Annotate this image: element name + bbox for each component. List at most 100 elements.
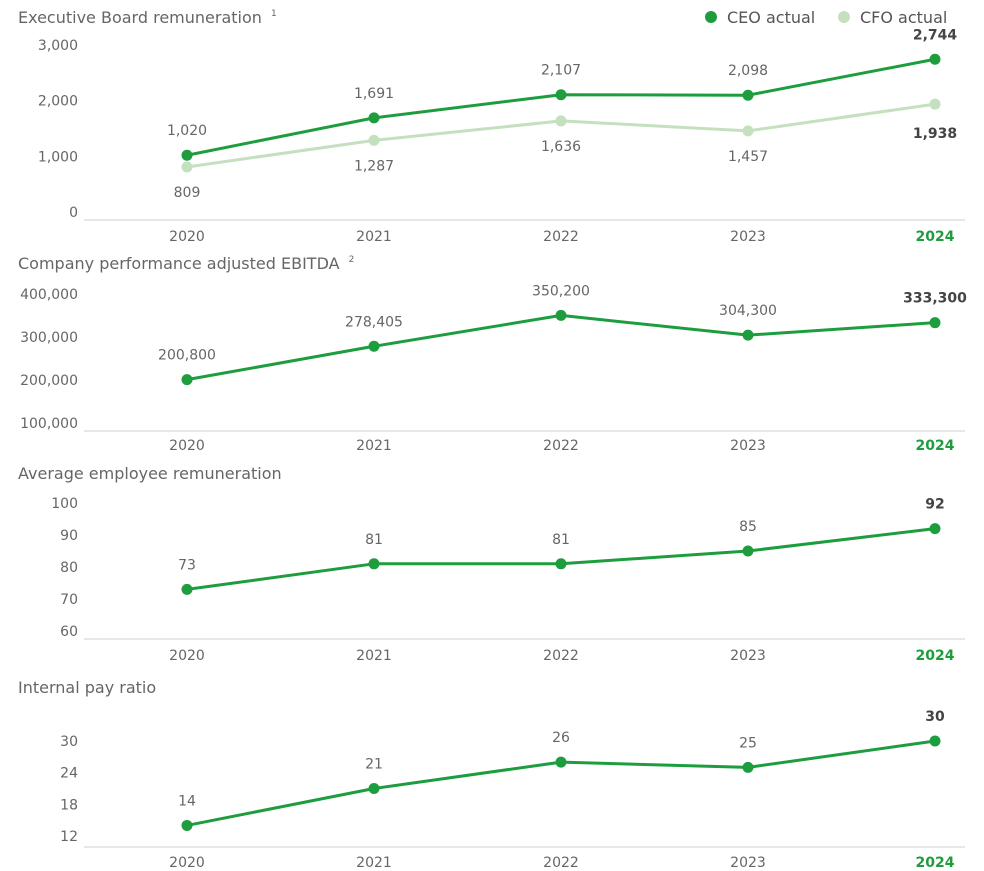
y-tick-label: 3,000 bbox=[38, 38, 78, 54]
x-tick-label: 2022 bbox=[543, 438, 579, 454]
y-tick-label: 60 bbox=[60, 624, 78, 640]
legend: CEO actual CFO actual bbox=[705, 8, 947, 27]
x-tick-label: 2022 bbox=[543, 648, 579, 664]
legend-label-cfo: CFO actual bbox=[860, 8, 947, 27]
y-tick-label: 90 bbox=[60, 528, 78, 544]
y-tick-label: 12 bbox=[60, 829, 78, 845]
chart-panel-0: 3,000 2,000 1,000 0 2020 2021 2022 2023 2024 1,02… bbox=[38, 27, 965, 245]
x-tick-label: 2021 bbox=[356, 438, 392, 454]
data-point bbox=[929, 53, 941, 65]
x-tick-label: 2024 bbox=[916, 648, 955, 664]
data-label: 2,744 bbox=[913, 27, 958, 43]
data-label: 2,107 bbox=[541, 63, 581, 79]
y-tick-label: 70 bbox=[60, 592, 78, 608]
y-tick-label: 400,000 bbox=[20, 287, 78, 303]
data-point bbox=[555, 115, 567, 127]
data-point bbox=[555, 309, 567, 321]
data-point bbox=[742, 761, 754, 773]
data-label: 1,457 bbox=[728, 149, 768, 165]
data-label: 1,691 bbox=[354, 86, 394, 102]
data-label: 30 bbox=[925, 709, 945, 725]
legend-marker-cfo bbox=[838, 11, 850, 23]
data-point bbox=[368, 134, 380, 146]
x-tick-label: 2020 bbox=[169, 855, 205, 871]
x-tick-label: 2023 bbox=[730, 229, 766, 245]
data-point bbox=[555, 558, 567, 570]
data-label: 26 bbox=[552, 730, 570, 746]
data-point bbox=[368, 558, 380, 570]
data-point bbox=[181, 819, 193, 831]
x-tick-label: 2023 bbox=[730, 855, 766, 871]
data-label: 304,300 bbox=[719, 303, 777, 319]
data-point bbox=[555, 89, 567, 101]
data-label: 92 bbox=[925, 497, 944, 513]
y-tick-label: 200,000 bbox=[20, 373, 78, 389]
data-point bbox=[181, 374, 193, 386]
series-line bbox=[186, 739, 936, 827]
data-label: 21 bbox=[365, 757, 383, 773]
chart-title-employee-remuneration: Average employee remuneration bbox=[18, 464, 282, 483]
x-tick-label: 2021 bbox=[356, 229, 392, 245]
data-point bbox=[181, 583, 193, 595]
x-tick-label: 2020 bbox=[169, 438, 205, 454]
y-tick-label: 100,000 bbox=[20, 416, 78, 432]
x-tick-label: 2022 bbox=[543, 229, 579, 245]
x-tick-label: 2021 bbox=[356, 648, 392, 664]
y-tick-label: 2,000 bbox=[38, 94, 78, 110]
data-point bbox=[742, 125, 754, 137]
data-point bbox=[929, 317, 941, 329]
y-tick-label: 100 bbox=[51, 496, 78, 512]
chart-title-ebitda: Company performance adjusted EBITDA 2 bbox=[18, 254, 354, 273]
data-point bbox=[181, 161, 193, 173]
data-label: 1,287 bbox=[354, 158, 394, 174]
chart-panel-3: 30 24 18 12 2020 2021 2022 2023 2024 14 21 26 25 30 bbox=[60, 709, 965, 871]
y-tick-label: 18 bbox=[60, 797, 78, 813]
y-tick-label: 24 bbox=[60, 766, 78, 782]
y-tick-label: 30 bbox=[60, 734, 78, 750]
x-tick-label: 2021 bbox=[356, 855, 392, 871]
data-label: 81 bbox=[365, 532, 383, 548]
chart-title-board-remuneration: Executive Board remuneration 1 bbox=[18, 8, 277, 27]
data-label: 85 bbox=[739, 519, 757, 535]
data-point bbox=[368, 340, 380, 352]
x-tick-label: 2023 bbox=[730, 438, 766, 454]
x-tick-label: 2024 bbox=[916, 438, 955, 454]
data-label: 350,200 bbox=[532, 283, 590, 299]
chart-panel-1: 400,000 300,000 200,000 100,000 2020 2021 2022… bbox=[20, 283, 967, 454]
data-label: 1,938 bbox=[913, 126, 957, 142]
data-point bbox=[929, 735, 941, 747]
data-label: 809 bbox=[174, 185, 201, 201]
data-label: 1,636 bbox=[541, 139, 581, 155]
legend-label-ceo: CEO actual bbox=[727, 8, 815, 27]
data-point bbox=[929, 523, 941, 535]
data-label: 1,020 bbox=[167, 123, 207, 139]
data-point bbox=[929, 98, 941, 110]
data-label: 14 bbox=[178, 793, 196, 809]
data-label: 200,800 bbox=[158, 348, 216, 364]
y-tick-label: 1,000 bbox=[38, 149, 78, 165]
series-line bbox=[186, 102, 936, 169]
y-tick-label: 0 bbox=[69, 205, 78, 221]
x-tick-label: 2022 bbox=[543, 855, 579, 871]
chart-title-pay-ratio: Internal pay ratio bbox=[18, 678, 156, 697]
x-tick-label: 2024 bbox=[916, 855, 955, 871]
data-point bbox=[555, 756, 567, 768]
data-label: 333,300 bbox=[903, 291, 967, 307]
series-line bbox=[186, 313, 936, 382]
data-point bbox=[742, 545, 754, 557]
data-point bbox=[368, 112, 380, 124]
data-label: 73 bbox=[178, 557, 196, 573]
x-tick-label: 2023 bbox=[730, 648, 766, 664]
data-label: 25 bbox=[739, 735, 757, 751]
chart-panel-2: 100 90 80 70 60 2020 2021 2022 2023 2024 73 81 81 85 9… bbox=[51, 496, 965, 664]
y-tick-label: 80 bbox=[60, 560, 78, 576]
data-point bbox=[368, 783, 380, 794]
x-tick-label: 2024 bbox=[916, 229, 955, 245]
x-tick-label: 2020 bbox=[169, 648, 205, 664]
data-label: 278,405 bbox=[345, 314, 403, 330]
data-label: 2,098 bbox=[728, 63, 768, 79]
data-point bbox=[742, 89, 754, 101]
legend-marker-ceo bbox=[705, 11, 717, 23]
data-point bbox=[742, 329, 754, 341]
